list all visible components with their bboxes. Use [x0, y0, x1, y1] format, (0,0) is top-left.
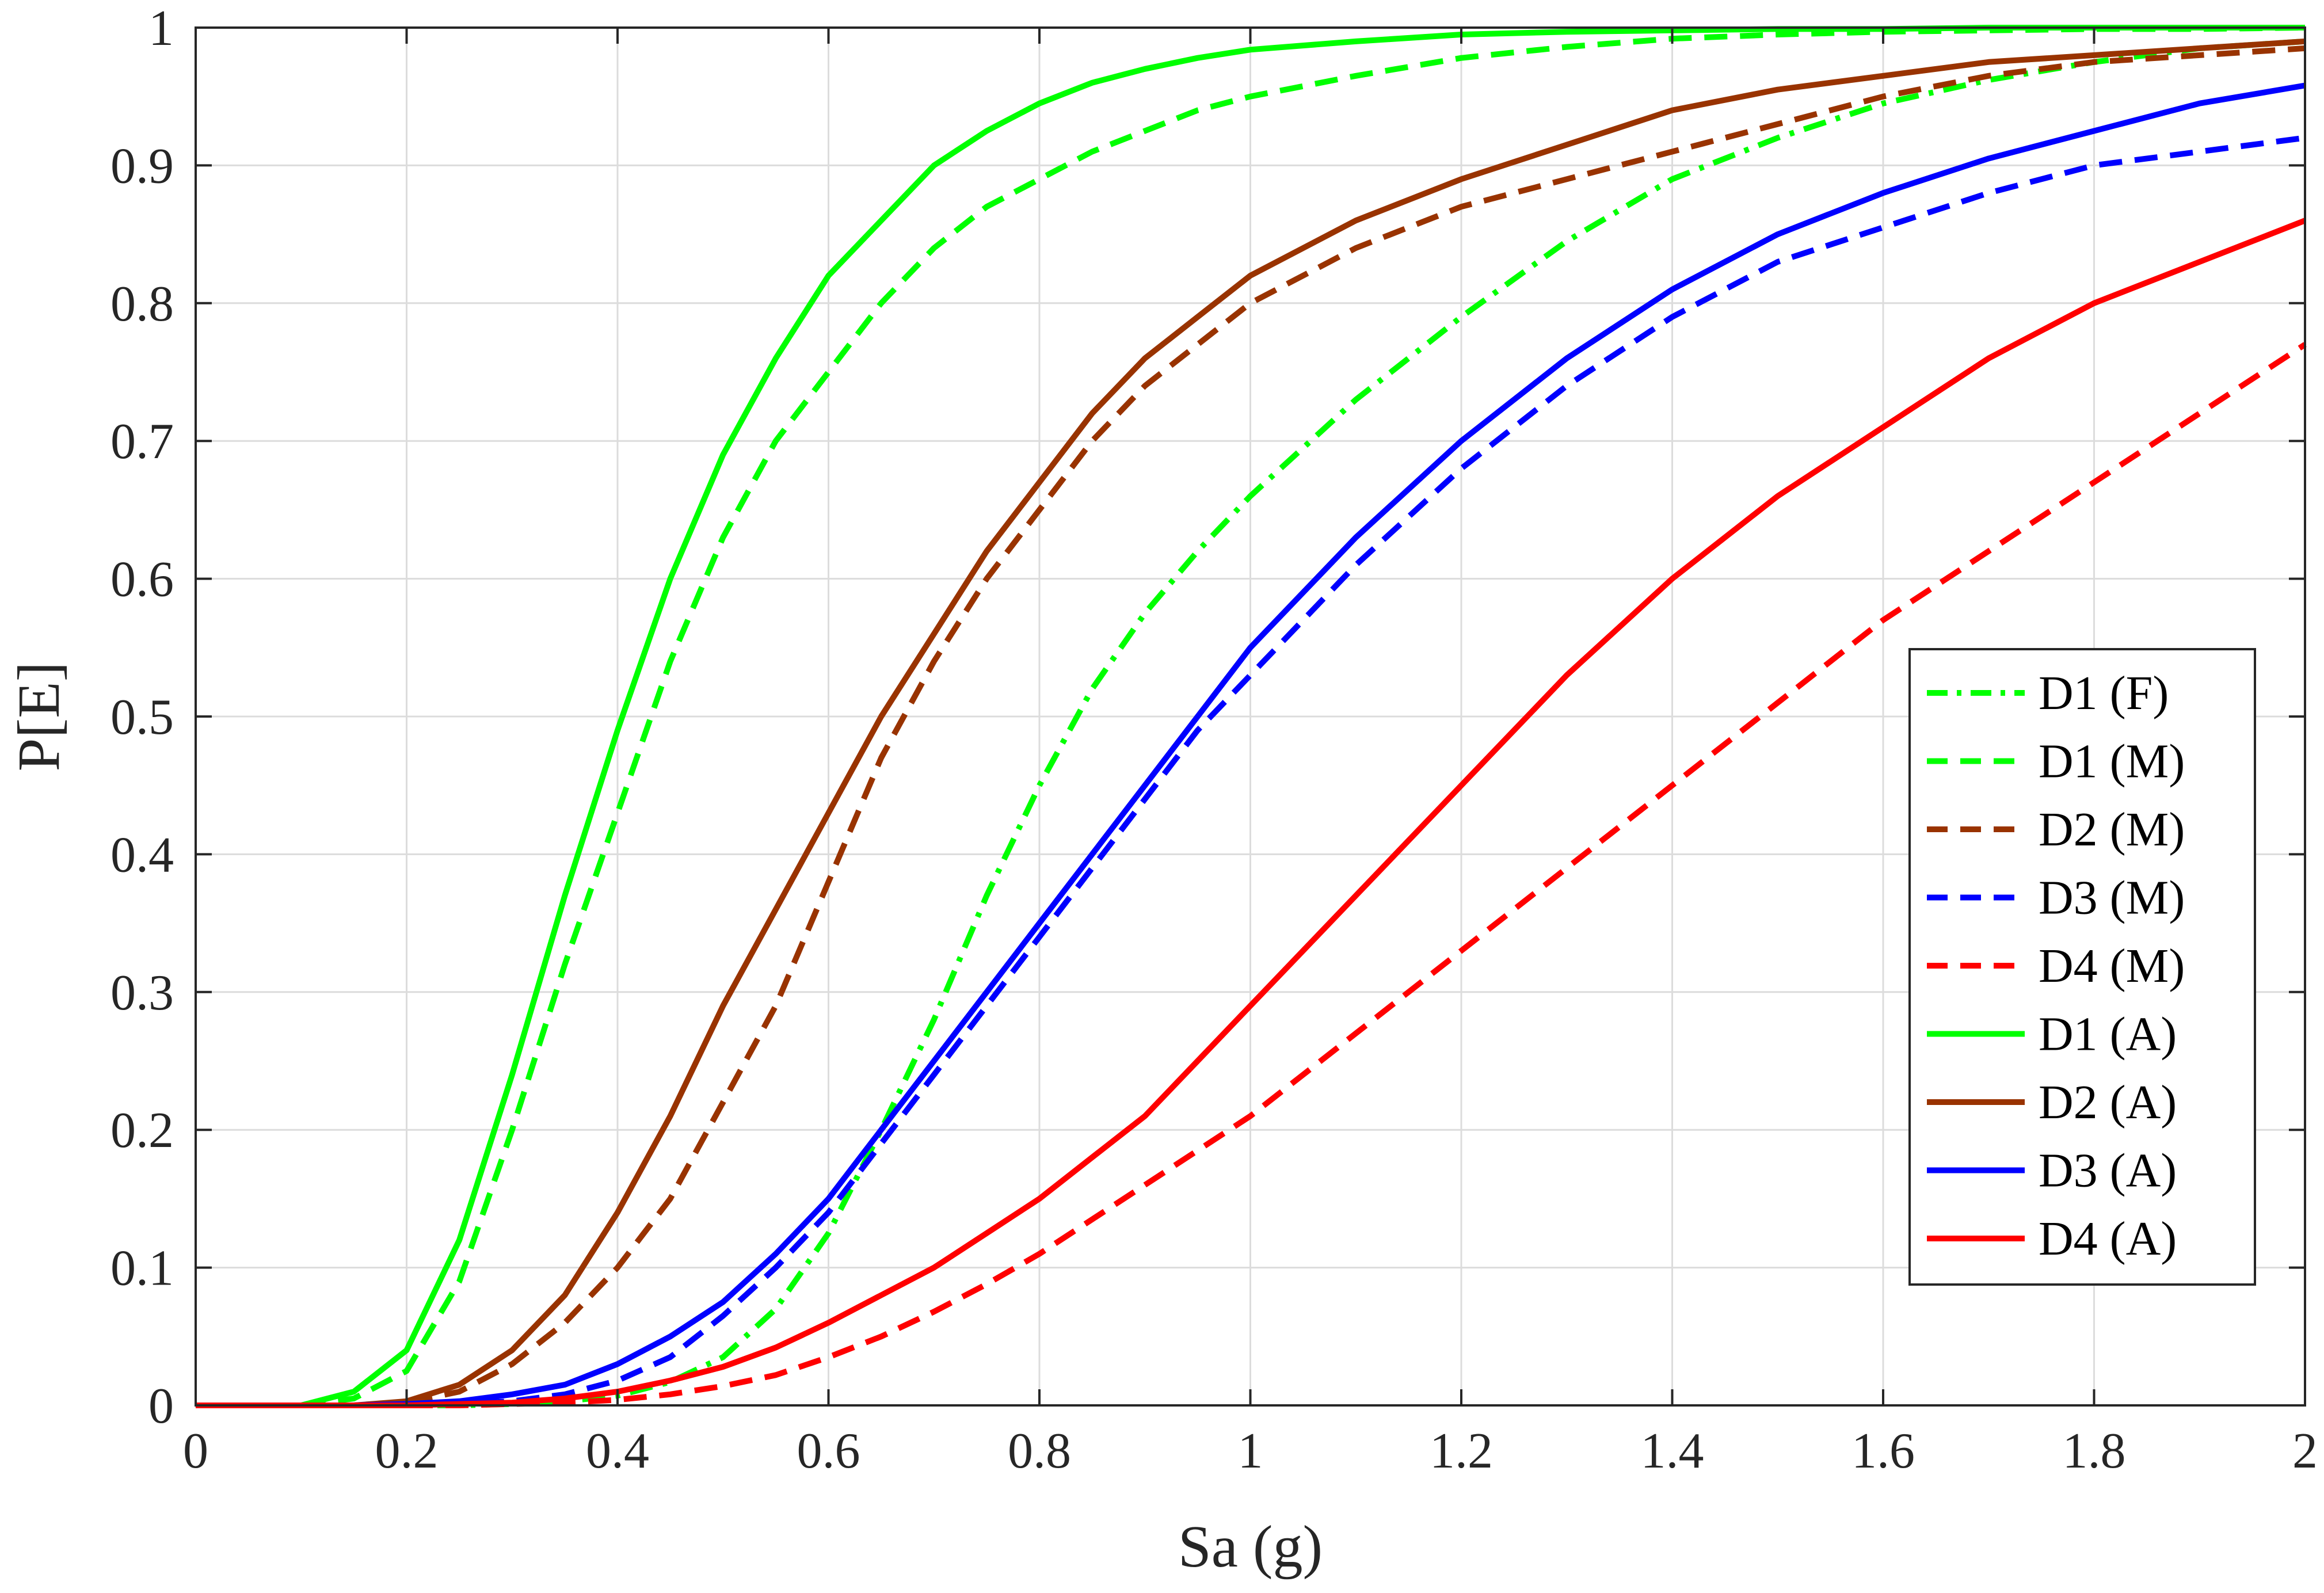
legend-label-d4-m: D4 (M)	[2039, 939, 2185, 993]
y-tick-label: 0.3	[111, 965, 174, 1021]
y-axis-label: P[E]	[6, 662, 72, 772]
x-tick-label: 1.2	[1430, 1423, 1493, 1479]
x-tick-label: 0.8	[1008, 1423, 1071, 1479]
y-tick-label: 1	[148, 1, 174, 56]
y-tick-label: 0.2	[111, 1103, 174, 1158]
x-tick-label: 1.8	[2063, 1423, 2126, 1479]
series-line-d4-a	[196, 218, 2306, 1408]
legend-label-d1-m: D1 (M)	[2039, 735, 2185, 788]
series-line-d1-m	[196, 25, 2306, 1408]
series-line-d2-m	[196, 45, 2306, 1408]
legend-label-d3-m: D3 (M)	[2039, 871, 2185, 925]
x-tick-label: 0	[183, 1423, 208, 1479]
x-tick-label: 0.6	[797, 1423, 860, 1479]
legend-label-d1-a: D1 (A)	[2039, 1008, 2177, 1061]
legend-label-d2-a: D2 (A)	[2039, 1076, 2177, 1129]
y-tick-label: 0.4	[111, 827, 174, 883]
legend: D1 (F) D1 (M) D2 (M) D3 (M) D4 (M) D1 (A) D2 (…	[1908, 648, 2256, 1286]
y-tick-label: 0.7	[111, 414, 174, 470]
axis-ticks: 0 0.2 0.4 0.6 0.8 1 1.2 1.4 1.6 1.8 2 0 0.1 0.2 0.3 0.4…	[111, 1, 2318, 1479]
series-line-d3-a	[196, 82, 2306, 1408]
y-tick-label: 0	[148, 1378, 174, 1434]
x-axis-label: Sa (g)	[1178, 1514, 1323, 1580]
legend-label-d3-a: D3 (A)	[2039, 1144, 2177, 1198]
y-tick-label: 0.6	[111, 552, 174, 608]
x-tick-label: 2	[2292, 1423, 2318, 1479]
x-tick-label: 0.4	[586, 1423, 649, 1479]
x-tick-label: 1.4	[1641, 1423, 1704, 1479]
legend-label-d2-m: D2 (M)	[2039, 803, 2185, 856]
y-tick-label: 0.5	[111, 689, 174, 745]
x-tick-label: 1	[1238, 1423, 1263, 1479]
y-tick-label: 0.9	[111, 138, 174, 194]
legend-label-d4-a: D4 (A)	[2039, 1212, 2177, 1266]
series-line-d1-a	[196, 25, 2305, 1408]
x-tick-label: 0.2	[375, 1423, 439, 1479]
legend-label-d1-f: D1 (F)	[2039, 666, 2169, 720]
series-line-d2-a	[196, 38, 2306, 1408]
x-tick-label: 1.6	[1851, 1423, 1915, 1479]
y-tick-label: 0.1	[111, 1241, 174, 1297]
y-tick-label: 0.8	[111, 276, 174, 332]
